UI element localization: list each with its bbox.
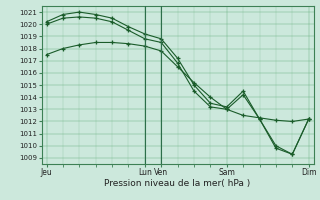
X-axis label: Pression niveau de la mer( hPa ): Pression niveau de la mer( hPa ) [104, 179, 251, 188]
